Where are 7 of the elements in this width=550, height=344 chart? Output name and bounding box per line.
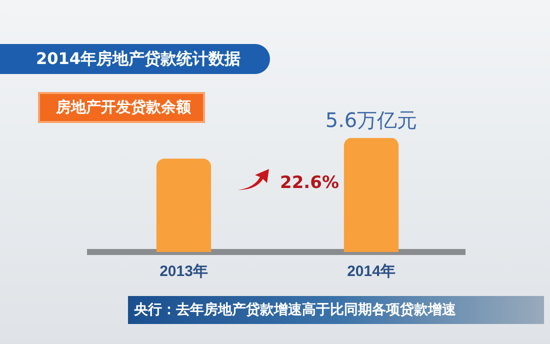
chart-subtitle: 房地产开发贷款余额 [38, 92, 205, 123]
x-tick-label: 2013年 [160, 263, 208, 280]
data-label: 5.6万亿元 [325, 108, 418, 132]
annotation: 22.6% [280, 173, 339, 193]
text: 央行：去年房地产贷款增速高于比同期各项贷款增速 [128, 296, 544, 324]
x-tick-label: 2014年 [347, 263, 396, 280]
chart-title: 2014年房地产贷款统计数据 [0, 44, 270, 74]
